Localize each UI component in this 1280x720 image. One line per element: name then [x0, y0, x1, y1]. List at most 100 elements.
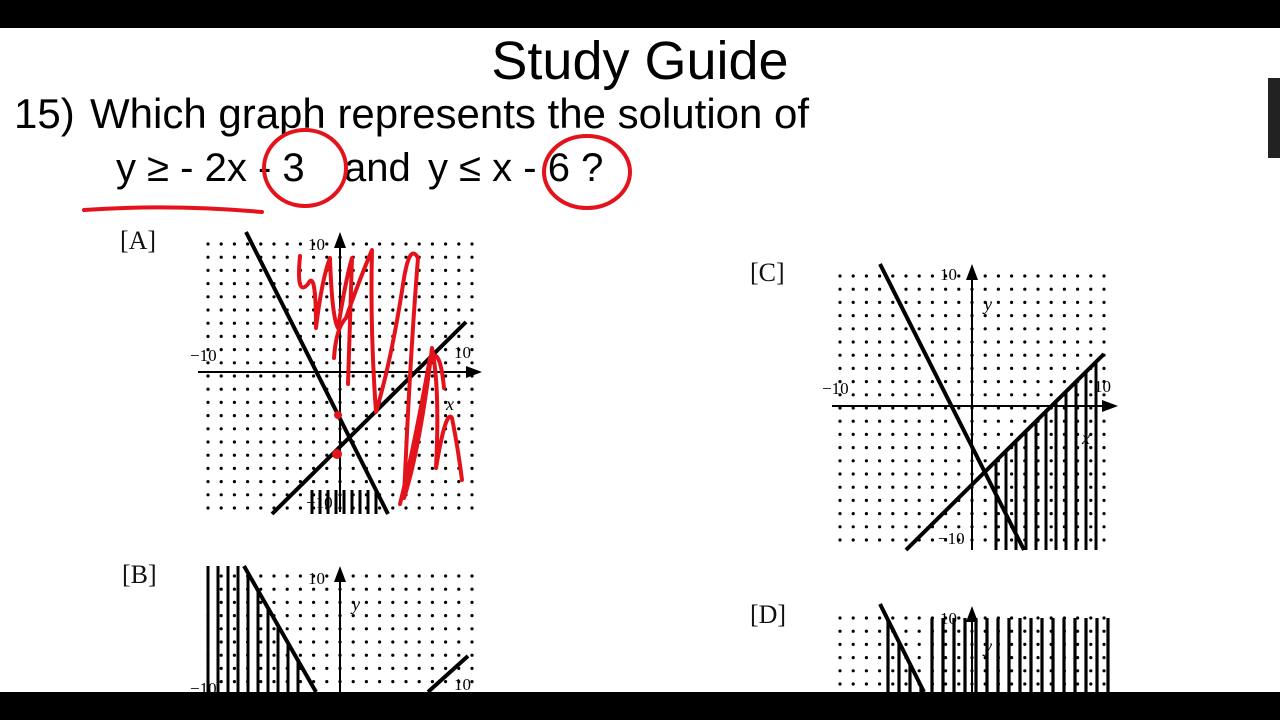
grid-dot: [1089, 525, 1093, 529]
option-a-label: [A]: [120, 226, 157, 255]
question-prompt: Which graph represents the solution of: [90, 90, 810, 137]
grid-dot: [378, 627, 382, 631]
grid-dot: [891, 380, 895, 384]
grid-dot: [917, 419, 921, 423]
grid-dot: [298, 574, 302, 578]
grid-dot: [417, 466, 421, 470]
grid-dot: [917, 485, 921, 489]
grid-dot: [364, 334, 368, 338]
grid-dot: [878, 274, 882, 278]
grid-dot: [206, 427, 210, 431]
grid-dot: [232, 414, 236, 418]
grid-dot: [298, 387, 302, 391]
side-scroll-tab[interactable]: [1268, 78, 1280, 158]
grid-dot: [1010, 327, 1014, 331]
grid-dot: [298, 295, 302, 299]
grid-dot: [1076, 340, 1080, 344]
grid-dot: [391, 574, 395, 578]
grid-dot: [404, 374, 408, 378]
grid-dot: [1049, 446, 1053, 450]
grid-dot: [891, 656, 895, 660]
grid-dot: [259, 480, 263, 484]
grid-dot: [444, 493, 448, 497]
grid-dot: [285, 453, 289, 457]
grid-dot: [417, 242, 421, 246]
graph-b-y-label: y: [350, 594, 360, 614]
grid-dot: [1010, 432, 1014, 436]
grid-dot: [917, 525, 921, 529]
graph-b-tick-neg: −10: [190, 679, 217, 692]
grid-dot: [246, 295, 250, 299]
grid-dot: [285, 600, 289, 605]
grid-dot: [351, 348, 355, 352]
grid-dot: [430, 400, 434, 404]
grid-dot: [838, 472, 842, 476]
grid-dot: [232, 361, 236, 365]
grid-dot: [904, 538, 908, 542]
grid-dot: [444, 653, 448, 657]
grid-dot: [891, 314, 895, 318]
grid-dot: [272, 361, 276, 365]
grid-dot: [1089, 287, 1093, 291]
grid-dot: [272, 308, 276, 312]
grid-dot: [1023, 327, 1027, 331]
grid-dot: [878, 393, 882, 397]
grid-dot: [944, 472, 948, 476]
inequality-1: y ≥ - 2x - 3: [116, 146, 305, 190]
grid-dot: [1102, 656, 1106, 660]
grid-dot: [404, 321, 408, 325]
grid-dot: [272, 627, 276, 631]
grid-dot: [838, 669, 842, 673]
grid-dot: [272, 242, 276, 246]
grid-dot: [391, 466, 395, 470]
graph-b-tick-pos: 10: [308, 569, 325, 588]
grid-dot: [417, 627, 421, 631]
grid-dot: [1036, 682, 1040, 686]
grid-dot: [404, 295, 408, 299]
grid-dot: [391, 374, 395, 378]
grid-dot: [378, 480, 382, 484]
grid-dot: [1036, 629, 1040, 633]
grid-dot: [838, 682, 842, 686]
grid-dot: [219, 268, 223, 272]
grid-dot: [232, 282, 236, 286]
grid-dot: [285, 361, 289, 365]
option-c-label: [C]: [750, 258, 785, 287]
annotation-dot-2: [332, 449, 342, 459]
grid-dot: [983, 459, 987, 463]
grid-dot: [904, 274, 908, 278]
grid-dot: [259, 414, 263, 418]
grid-dot: [246, 374, 250, 378]
grid-dot: [444, 321, 448, 325]
grid-dot: [246, 414, 250, 418]
grid-dot: [312, 480, 316, 484]
grid-dot: [1089, 446, 1093, 450]
grid-dot: [378, 268, 382, 272]
grid-dot: [259, 600, 263, 605]
grid-dot: [878, 682, 882, 686]
grid-dot: [430, 295, 434, 299]
grid-dot: [404, 680, 408, 684]
grid-dot: [1023, 314, 1027, 318]
grid-dot: [1049, 472, 1053, 476]
grid-dot: [298, 427, 302, 431]
grid-dot: [312, 587, 316, 591]
grid-dot: [298, 440, 302, 444]
grid-dot: [1049, 353, 1053, 357]
grid-dot: [891, 485, 895, 489]
grid-dot: [904, 512, 908, 516]
grid-dot: [983, 406, 987, 410]
grid-dot: [312, 242, 316, 246]
grid-dot: [457, 255, 461, 259]
graph-d-shading: [886, 618, 1110, 692]
grid-dot: [457, 427, 461, 431]
grid-dot: [325, 321, 329, 325]
grid-dot: [272, 587, 276, 591]
grid-dot: [457, 587, 461, 591]
grid-dot: [232, 400, 236, 404]
grid-dot: [1102, 300, 1106, 304]
graph-a-y-arrow: [334, 232, 346, 248]
grid-dot: [206, 268, 210, 272]
grid-dot: [364, 374, 368, 378]
grid-dot: [285, 614, 289, 618]
